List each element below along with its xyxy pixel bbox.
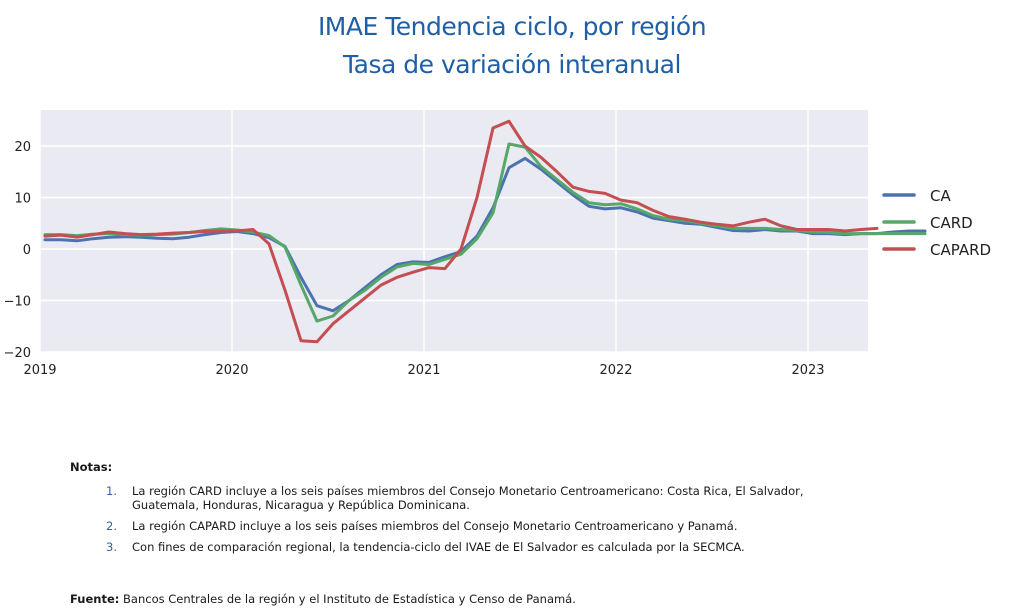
legend-label-capard: CAPARD — [930, 241, 991, 259]
x-tick-label: 2021 — [407, 363, 440, 378]
source-line: Fuente: Bancos Centrales de la región y … — [70, 592, 576, 606]
x-tick-label: 2020 — [215, 363, 248, 378]
note-text: La región CAPARD incluye a los seis país… — [132, 519, 738, 533]
x-tick-label: 2023 — [791, 363, 824, 378]
chart-subtitle: Tasa de variación interanual — [343, 50, 681, 79]
notes-heading: Notas: — [70, 460, 113, 474]
series-line-capard — [43, 119, 879, 344]
legend: CA CARD CAPARD — [882, 187, 991, 259]
note-item: 3. Con fines de comparación regional, la… — [106, 540, 970, 554]
note-item: 1. La región CARD incluye a los seis paí… — [106, 484, 970, 512]
source-text: Bancos Centrales de la región y el Insti… — [123, 592, 576, 606]
y-tick-label: 20 — [14, 140, 31, 155]
note-number: 1. — [106, 484, 117, 498]
note-text: La región CARD incluye a los seis países… — [132, 484, 804, 512]
legend-label-card: CARD — [930, 214, 973, 232]
note-number: 3. — [106, 540, 117, 554]
note-number: 2. — [106, 519, 117, 533]
x-axis: 2019 2020 2021 2022 2023 — [23, 363, 824, 378]
note-text: Con fines de comparación regional, la te… — [132, 540, 745, 554]
source-label: Fuente: — [70, 592, 120, 606]
series-lines — [43, 119, 927, 344]
x-tick-label: 2019 — [23, 363, 56, 378]
chart-title: IMAE Tendencia ciclo, por región — [317, 12, 707, 41]
y-tick-label: −20 — [4, 346, 31, 361]
x-tick-label: 2022 — [599, 363, 632, 378]
grid-lines — [39, 110, 868, 353]
note-item: 2. La región CAPARD incluye a los seis p… — [106, 519, 970, 533]
y-tick-label: 0 — [23, 243, 31, 258]
y-tick-label: −10 — [4, 295, 31, 310]
notes-section: Notas: 1. La región CARD incluye a los s… — [70, 460, 970, 561]
y-tick-label: 10 — [14, 192, 31, 207]
legend-label-ca: CA — [930, 187, 951, 205]
y-axis: 20 10 0 −10 −20 — [4, 140, 31, 361]
